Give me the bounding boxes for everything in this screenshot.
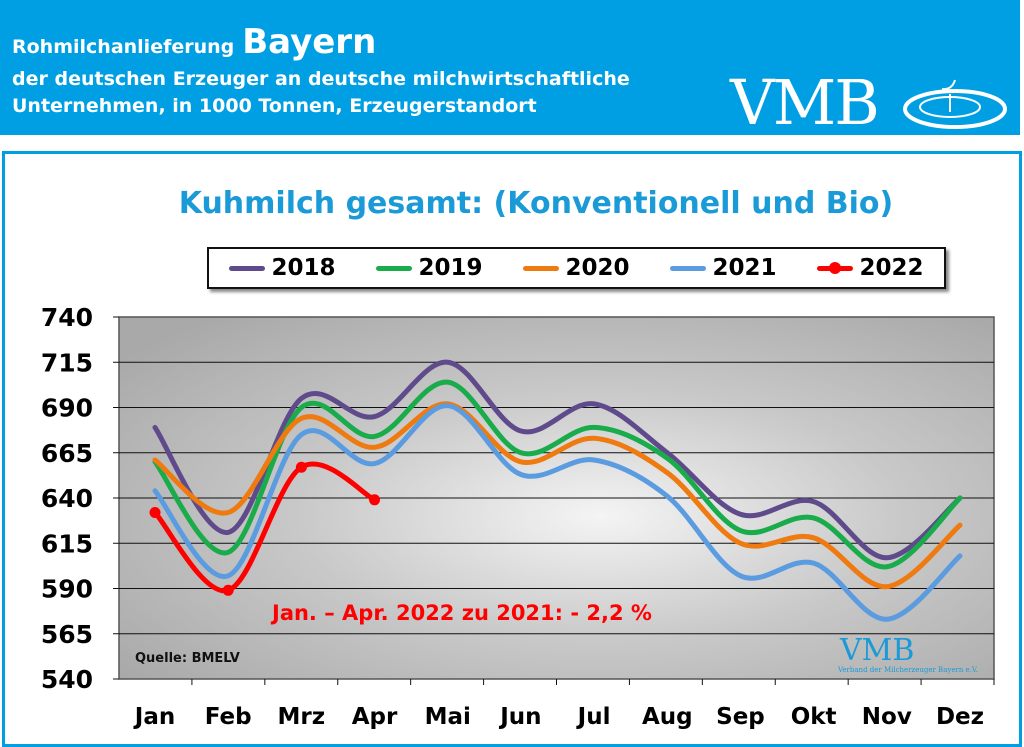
x-tick-label: Nov (862, 704, 912, 730)
series-line-2021 (152, 403, 963, 622)
legend: 2018 2019 2020 2021 2022 (207, 247, 946, 289)
x-tick-label: Dez (936, 704, 984, 730)
series-line-2022 (152, 461, 378, 594)
legend-item-2021: 2021 (670, 255, 777, 281)
x-tick-label: Feb (205, 704, 252, 730)
legend-swatch (376, 265, 413, 271)
chart-title: Kuhmilch gesamt: (Konventionell und Bio) (178, 186, 894, 221)
data-point-2022 (369, 494, 381, 506)
legend-item-2020: 2020 (523, 255, 630, 281)
legend-item-2022: 2022 (817, 255, 924, 281)
header-banner: Rohmilchanlieferung Bayern der deutschen … (0, 0, 1020, 135)
y-tick-label: 690 (41, 394, 93, 423)
x-tick-label: Apr (352, 704, 398, 730)
y-tick-label: 540 (41, 665, 93, 694)
vmb-logo-text: VMB (730, 66, 880, 139)
x-tick-label: Jan (133, 704, 175, 730)
series-line-2020 (152, 401, 963, 590)
header-region: Bayern (242, 22, 377, 62)
x-tick-label: Aug (642, 704, 693, 730)
header-line3: Unternehmen, in 1000 Tonnen, Erzeugersta… (12, 95, 537, 117)
legend-label: 2019 (418, 255, 483, 281)
legend-label: 2020 (565, 255, 630, 281)
legend-swatch (229, 265, 266, 271)
header-line2: der deutschen Erzeuger an deutsche milch… (12, 68, 630, 90)
milk-drop-logo-icon (903, 79, 1007, 129)
watermark-logo: VMB (839, 633, 914, 668)
x-tick-label: Jul (576, 704, 611, 730)
x-tick-label: Sep (716, 704, 765, 730)
data-point-2022 (295, 461, 307, 473)
legend-label: 2018 (271, 255, 336, 281)
legend-item-2018: 2018 (229, 255, 336, 281)
header-subtitle: der deutschen Erzeuger an deutsche milch… (12, 66, 630, 120)
legend-label: 2021 (712, 255, 777, 281)
series-line-2019 (152, 379, 963, 570)
legend-swatch (523, 265, 560, 271)
y-tick-label: 740 (41, 303, 93, 332)
header-title: Rohmilchanlieferung Bayern (12, 22, 376, 62)
legend-swatch (670, 265, 707, 271)
legend-item-2019: 2019 (376, 255, 483, 281)
y-tick-label: 565 (41, 620, 93, 649)
header-line1: Rohmilchanlieferung (12, 36, 235, 58)
x-tick-label: Jun (498, 704, 541, 730)
x-tick-label: Mrz (278, 704, 326, 730)
legend-swatch (817, 261, 854, 274)
y-tick-label: 590 (41, 575, 93, 604)
x-tick-label: Mai (425, 704, 471, 730)
watermark-subtitle: Verband der Milcherzeuger Bayern e.V. (837, 666, 978, 674)
y-tick-label: 665 (41, 439, 93, 468)
x-tick-label: Okt (791, 704, 837, 730)
data-point-2022 (149, 506, 161, 518)
y-tick-label: 615 (41, 529, 93, 558)
vmb-logo: VMB (730, 72, 1007, 134)
legend-label: 2022 (859, 255, 924, 281)
source-note: Quelle: BMELV (135, 651, 240, 666)
y-tick-label: 715 (41, 348, 93, 377)
y-tick-label: 640 (41, 484, 93, 513)
data-point-2022 (222, 584, 234, 596)
comparison-annotation: Jan. – Apr. 2022 zu 2021: - 2,2 % (270, 601, 652, 625)
